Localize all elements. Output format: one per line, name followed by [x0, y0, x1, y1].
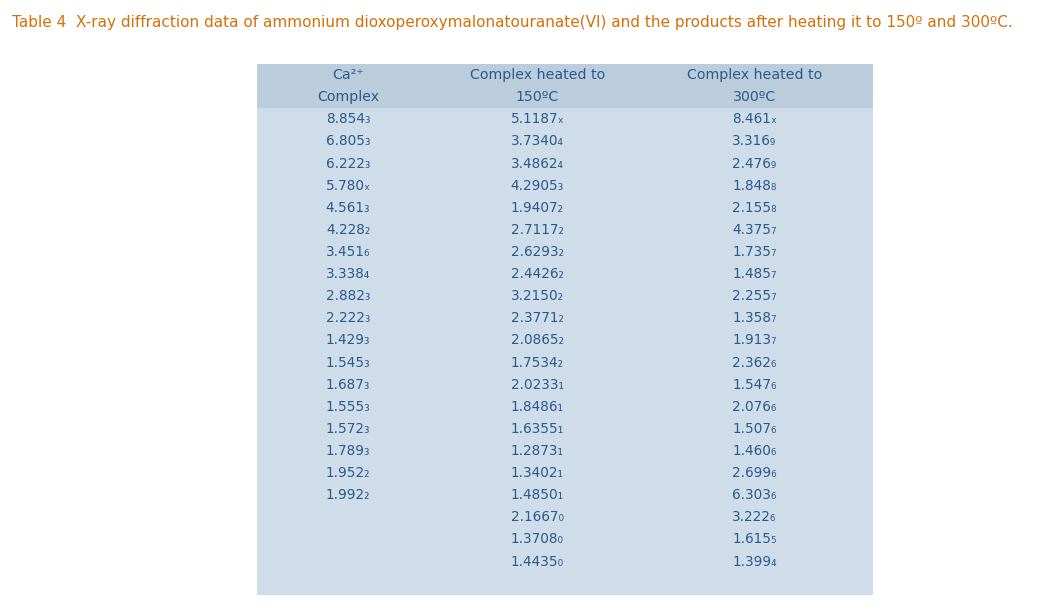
Text: 2.0233₁: 2.0233₁	[511, 378, 564, 392]
Text: Complex: Complex	[317, 90, 380, 104]
Text: 3.2150₂: 3.2150₂	[511, 289, 564, 303]
Text: 1.3708₀: 1.3708₀	[511, 533, 564, 547]
Text: Complex heated to: Complex heated to	[686, 68, 822, 82]
Text: 1.545₃: 1.545₃	[326, 356, 370, 370]
Text: 1.4435₀: 1.4435₀	[511, 554, 564, 569]
Text: Ca²⁺: Ca²⁺	[332, 68, 364, 82]
Text: 2.076₆: 2.076₆	[732, 400, 777, 414]
Text: 1.687₃: 1.687₃	[326, 378, 370, 392]
Text: 3.7340₄: 3.7340₄	[511, 134, 564, 148]
Text: 1.615₅: 1.615₅	[732, 533, 777, 547]
Text: 2.3771₂: 2.3771₂	[511, 311, 564, 325]
Text: 2.4426₂: 2.4426₂	[511, 267, 564, 281]
Text: 5.1187ₓ: 5.1187ₓ	[510, 112, 564, 126]
FancyBboxPatch shape	[257, 64, 873, 109]
Text: 6.222₃: 6.222₃	[326, 157, 370, 171]
Text: 1.572₃: 1.572₃	[326, 422, 370, 436]
Text: 1.485₇: 1.485₇	[732, 267, 777, 281]
Text: 2.1667₀: 2.1667₀	[511, 511, 564, 525]
Text: 1.429₃: 1.429₃	[326, 334, 370, 348]
Text: 1.7534₂: 1.7534₂	[511, 356, 564, 370]
Text: 4.561₃: 4.561₃	[326, 201, 370, 215]
Text: 1.460₆: 1.460₆	[732, 444, 777, 458]
Text: Complex heated to: Complex heated to	[470, 68, 605, 82]
Text: 1.992₂: 1.992₂	[326, 488, 370, 502]
Text: 6.805₃: 6.805₃	[326, 134, 370, 148]
Text: 3.222₆: 3.222₆	[732, 511, 777, 525]
Text: 1.358₇: 1.358₇	[732, 311, 777, 325]
Text: 2.699₆: 2.699₆	[732, 466, 777, 480]
Text: 5.780ₓ: 5.780ₓ	[326, 179, 370, 193]
Text: 1.8486₁: 1.8486₁	[511, 400, 564, 414]
Text: 3.451₆: 3.451₆	[326, 245, 370, 259]
Text: 1.6355₁: 1.6355₁	[511, 422, 564, 436]
FancyBboxPatch shape	[257, 64, 873, 595]
Text: 1.4850₁: 1.4850₁	[511, 488, 564, 502]
Text: 1.9407₂: 1.9407₂	[511, 201, 564, 215]
Text: 1.399₄: 1.399₄	[732, 554, 777, 569]
Text: 8.461ₓ: 8.461ₓ	[732, 112, 777, 126]
Text: 2.7117₂: 2.7117₂	[511, 223, 564, 237]
Text: 8.854₃: 8.854₃	[326, 112, 370, 126]
Text: 3.4862₄: 3.4862₄	[511, 157, 564, 171]
Text: 2.6293₂: 2.6293₂	[511, 245, 564, 259]
Text: 2.362₆: 2.362₆	[732, 356, 777, 370]
Text: 3.316₉: 3.316₉	[732, 134, 777, 148]
Text: 1.555₃: 1.555₃	[326, 400, 370, 414]
Text: 150ºC: 150ºC	[515, 90, 559, 104]
Text: 2.155₈: 2.155₈	[732, 201, 777, 215]
Text: 1.913₇: 1.913₇	[732, 334, 777, 348]
Text: 6.303₆: 6.303₆	[732, 488, 777, 502]
Text: 2.0865₂: 2.0865₂	[511, 334, 564, 348]
Text: 1.848₈: 1.848₈	[732, 179, 777, 193]
Text: 4.2905₃: 4.2905₃	[511, 179, 564, 193]
Text: 1.2873₁: 1.2873₁	[511, 444, 564, 458]
Text: 4.375₇: 4.375₇	[732, 223, 777, 237]
Text: 1.3402₁: 1.3402₁	[511, 466, 564, 480]
Text: 1.507₆: 1.507₆	[732, 422, 777, 436]
Text: 1.735₇: 1.735₇	[732, 245, 777, 259]
Text: 2.222₃: 2.222₃	[326, 311, 370, 325]
Text: Table 4  X-ray diffraction data of ammonium dioxoperoxymalonatouranate(VI) and t: Table 4 X-ray diffraction data of ammoni…	[12, 15, 1013, 30]
Text: 1.952₂: 1.952₂	[326, 466, 370, 480]
Text: 2.476₉: 2.476₉	[732, 157, 777, 171]
Text: 2.255₇: 2.255₇	[732, 289, 777, 303]
Text: 3.338₄: 3.338₄	[326, 267, 370, 281]
Text: 1.789₃: 1.789₃	[326, 444, 370, 458]
Text: 2.882₃: 2.882₃	[326, 289, 370, 303]
Text: 1.547₆: 1.547₆	[732, 378, 777, 392]
Text: 4.228₂: 4.228₂	[326, 223, 370, 237]
Text: 300ºC: 300ºC	[733, 90, 777, 104]
